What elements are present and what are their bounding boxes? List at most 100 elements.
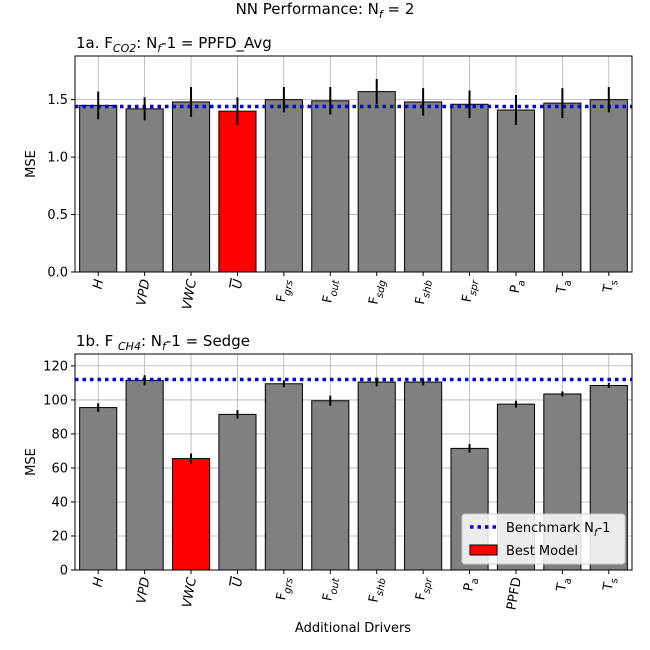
bar: [404, 101, 443, 273]
legend-label-sub: f: [594, 528, 599, 539]
bar: [543, 102, 582, 273]
x-tick-label-main: F: [366, 594, 382, 604]
x-axis-label: Additional Drivers: [295, 621, 411, 636]
panel-title-part: : N: [136, 34, 157, 52]
x-tick-label-main: VWC: [180, 277, 200, 311]
x-tick-label-main: F: [320, 294, 336, 304]
x-tick-label-main: H: [91, 576, 108, 588]
x-tick-label-main: F: [413, 296, 429, 306]
x-tick-label-sub: s: [609, 279, 621, 286]
x-tick-label-main: P: [461, 582, 477, 592]
panel-title-part: 1b. F: [76, 332, 118, 350]
x-tick-label-sub: a: [562, 577, 574, 585]
bar: [264, 99, 303, 273]
y-tick-label: 0: [60, 564, 68, 579]
x-tick-label-sub: grs: [282, 279, 296, 296]
x-tick-label-sub: grs: [282, 577, 296, 594]
panel-title-part: 1a. F: [76, 34, 113, 52]
bar: [125, 379, 164, 571]
legend: Benchmark Nf-1 Best Model: [461, 513, 626, 565]
bar: [589, 99, 628, 273]
x-tick-label-sub: s: [609, 577, 621, 584]
x-tick-label-sub: out: [329, 576, 343, 595]
x-tick-label-main: VPD: [134, 278, 153, 307]
figure-title-sub: f: [379, 8, 385, 21]
bar: [171, 101, 211, 273]
x-tick-label: Fsdg: [366, 278, 388, 306]
x-tick-label-sub: spr: [421, 576, 435, 594]
panel-title-part: f: [157, 42, 163, 55]
x-tick-label-sub: shb: [375, 577, 389, 597]
bar: [357, 381, 396, 571]
figure-title-tail: = 2: [383, 0, 415, 18]
y-tick-label: 1.0: [47, 151, 68, 166]
bar: [311, 400, 350, 571]
x-tick-label-main: PPFD: [504, 576, 525, 611]
x-tick-label-sub: shb: [421, 279, 435, 299]
x-tick-label: Fout: [320, 277, 342, 305]
panel-title: 1a. FCO2: Nf-1 = PPFD_Avg: [76, 34, 272, 55]
x-tick-label: Pa: [461, 576, 481, 593]
y-tick-label: 20: [51, 529, 68, 544]
x-tick-label-sub: out: [329, 278, 343, 297]
x-tick-label: Fout: [320, 575, 342, 603]
bar: [171, 458, 211, 571]
legend-label-tail: -1: [597, 521, 610, 536]
x-tick-label-main: F: [366, 296, 382, 306]
y-tick-label: 0.0: [47, 266, 68, 281]
axes-frame: [74, 353, 633, 571]
x-tick-label: VWC: [180, 575, 200, 609]
x-tick-label: Ts: [600, 576, 620, 593]
bar: [79, 104, 118, 273]
x-tick-label-main: T: [554, 284, 570, 295]
x-tick-label: Ts: [600, 278, 620, 295]
x-tick-label-main: VPD: [134, 576, 153, 605]
x-tick-label: Fgrs: [274, 576, 296, 602]
x-tick-label: VPD: [134, 576, 153, 605]
y-axis-label: MSE: [24, 150, 39, 178]
x-tick-label-main: T: [600, 581, 616, 592]
bar: [264, 383, 303, 571]
y-tick-label: 60: [51, 461, 68, 476]
x-tick-label-main: T: [600, 283, 616, 294]
y-tick-label: 1.5: [47, 93, 68, 108]
x-tick-label: Ta: [554, 576, 574, 594]
x-tick-label-main: F: [413, 592, 429, 602]
y-axis-label: MSE: [24, 448, 39, 476]
legend-box: [461, 513, 626, 565]
panel-title-part: -1 = Sedge: [166, 332, 250, 350]
bar: [79, 407, 118, 571]
x-tick-label-sub: a: [470, 577, 482, 585]
x-tick-label: PPFD: [504, 576, 525, 611]
panel-title-part: CO2: [113, 42, 136, 55]
x-tick-label-main: T: [554, 582, 570, 593]
legend-best-label: Best Model: [506, 544, 578, 559]
x-tick-label-sub: a: [562, 279, 574, 287]
x-tick-label: H: [91, 576, 108, 588]
x-tick-label-main: P: [508, 284, 524, 294]
bar: [450, 103, 489, 273]
x-tick-label-sub: sdg: [375, 279, 389, 299]
x-tick-label: Pa: [508, 278, 528, 295]
y-tick-label: 120: [43, 359, 68, 374]
axes-frame: [74, 55, 633, 273]
y-tick-label: 100: [43, 393, 68, 408]
figure-title: NN Performance: Nf = 2: [236, 0, 415, 21]
x-tick-label: U: [230, 278, 247, 290]
x-tick-label-main: U: [230, 278, 247, 290]
x-tick-label: VPD: [134, 278, 153, 307]
panel-title-part: f: [162, 340, 168, 353]
x-tick-label: Fgrs: [274, 278, 296, 304]
y-tick-label: 0.5: [47, 208, 68, 223]
bar: [404, 381, 443, 571]
panel-title: 1b. F CH4: Nf-1 = Sedge: [76, 332, 250, 353]
x-tick-label-main: H: [91, 278, 108, 290]
x-tick-label: Fspr: [460, 277, 482, 304]
legend-label-main: Benchmark N: [506, 521, 594, 536]
bar: [218, 110, 257, 273]
x-tick-label-main: U: [230, 576, 247, 588]
bar: [125, 108, 164, 273]
x-tick-label-main: F: [274, 294, 290, 304]
bar: [496, 109, 536, 273]
